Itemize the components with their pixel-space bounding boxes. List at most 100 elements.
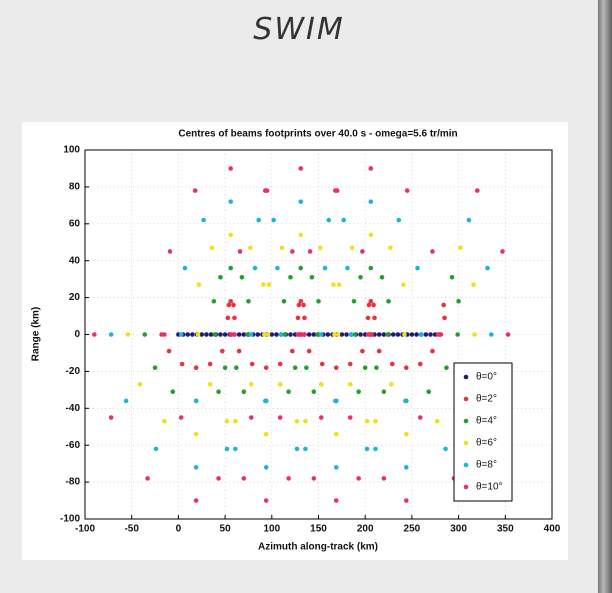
data-point: [347, 382, 353, 387]
data-point: [179, 361, 185, 367]
data-point: [263, 365, 269, 371]
data-point: [414, 332, 419, 337]
data-point: [281, 298, 287, 304]
data-point: [190, 332, 195, 337]
x-tick-label: 0: [176, 524, 182, 535]
data-point: [178, 415, 184, 420]
data-point: [442, 315, 447, 321]
data-point: [455, 332, 460, 337]
data-point: [403, 398, 408, 404]
data-point: [211, 298, 217, 304]
x-tick-label: 400: [544, 524, 561, 535]
data-point: [488, 332, 494, 337]
y-tick-label: 100: [63, 145, 80, 156]
data-point: [298, 166, 304, 171]
x-tick-label: 250: [404, 524, 421, 535]
data-point: [364, 418, 370, 424]
data-point: [288, 275, 293, 280]
data-point: [402, 332, 407, 337]
data-point: [225, 315, 231, 321]
data-point: [458, 245, 463, 251]
data-point: [319, 415, 324, 420]
data-point: [449, 275, 455, 280]
data-point: [246, 298, 251, 304]
data-point: [311, 389, 317, 394]
data-point: [262, 332, 267, 337]
x-tick-label: 50: [220, 524, 232, 535]
data-point: [232, 315, 237, 321]
side-photo: [598, 0, 612, 593]
data-point: [304, 365, 309, 371]
data-point: [333, 398, 339, 404]
data-point: [418, 332, 424, 337]
data-point: [271, 217, 276, 223]
data-point: [274, 332, 279, 337]
data-point: [364, 446, 370, 452]
data-point: [423, 332, 429, 337]
data-point: [360, 348, 365, 354]
data-point: [193, 498, 199, 503]
data-point: [182, 265, 188, 271]
data-point: [371, 302, 376, 308]
data-point: [333, 465, 339, 470]
data-point: [218, 275, 223, 280]
legend-box: [453, 362, 513, 502]
data-point: [404, 188, 410, 193]
data-point: [290, 249, 295, 254]
data-point: [292, 365, 298, 371]
data-point: [282, 332, 288, 337]
data-point: [409, 332, 415, 337]
data-point: [236, 332, 242, 337]
data-point: [368, 232, 374, 238]
data-point: [505, 332, 511, 337]
data-point: [232, 332, 237, 337]
data-point: [368, 199, 374, 204]
data-point: [325, 332, 331, 337]
data-point: [256, 217, 262, 223]
data-point: [430, 249, 435, 254]
legend-marker: [463, 374, 469, 380]
data-point: [376, 348, 382, 354]
data-point: [162, 332, 167, 337]
data-point: [237, 249, 243, 254]
data-point: [286, 389, 291, 394]
data-point: [485, 265, 490, 271]
data-point: [356, 476, 361, 481]
data-point: [193, 465, 199, 470]
data-point: [368, 166, 374, 171]
data-point: [185, 332, 191, 337]
data-point: [311, 332, 317, 337]
data-point: [226, 302, 232, 308]
data-point: [326, 217, 332, 223]
data-point: [234, 365, 239, 371]
legend-marker: [463, 484, 469, 490]
data-point: [362, 365, 368, 371]
data-point: [245, 332, 250, 337]
data-point: [318, 245, 323, 251]
y-tick-label: -20: [66, 366, 81, 377]
data-point: [204, 332, 209, 337]
data-point: [216, 476, 221, 481]
data-point: [381, 476, 387, 481]
y-tick-label: 20: [69, 292, 81, 303]
data-point: [395, 332, 401, 337]
y-tick-label: 60: [69, 218, 81, 229]
legend-marker: [463, 462, 469, 468]
data-point: [368, 298, 374, 304]
data-point: [123, 398, 129, 404]
y-axis-label: Range (km): [31, 307, 42, 361]
data-point: [108, 415, 114, 420]
data-point: [145, 476, 150, 481]
data-point: [278, 332, 284, 337]
data-point: [286, 476, 291, 481]
data-point: [316, 298, 321, 304]
y-tick-label: -80: [66, 477, 81, 488]
data-point: [474, 188, 480, 193]
data-point: [261, 282, 266, 287]
data-point: [456, 298, 461, 304]
data-point: [125, 332, 131, 337]
data-point: [263, 465, 269, 470]
data-point: [302, 332, 307, 337]
data-point: [236, 348, 242, 354]
data-point: [372, 315, 377, 321]
